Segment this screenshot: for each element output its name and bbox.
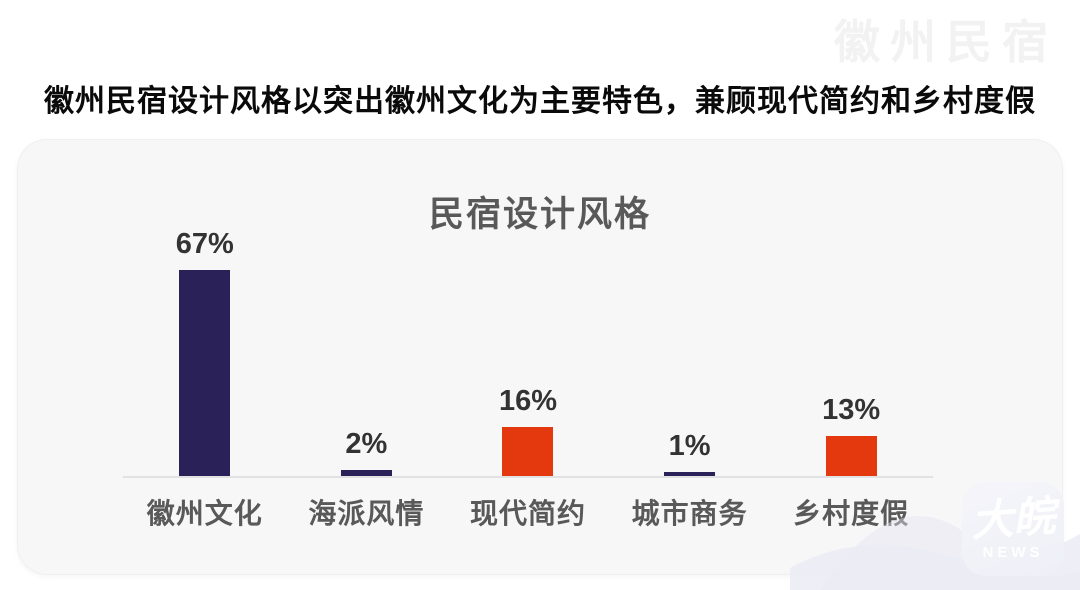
category-label: 现代简约 [469, 498, 586, 529]
category-labels: 徽州文化 海派风情 现代简约 城市商务 乡村度假 [124, 492, 932, 532]
bar-value-label: 13% [822, 394, 881, 426]
bar-value-label: 1% [668, 430, 711, 462]
news-logo-subtext: NEWS [982, 543, 1044, 561]
bar [340, 470, 392, 476]
bar-value-label: 16% [498, 385, 557, 417]
news-logo-text: 大皖 [969, 490, 1057, 546]
chart-card: 民宿设计风格 67% 2% 16% 1% 13% 徽州文化 海派风情 现代简约 城市商务 乡村度… [17, 139, 1063, 575]
bar-value-label: 67% [175, 228, 234, 260]
bar [179, 270, 231, 476]
bar-column: 2% [286, 226, 448, 476]
bar [502, 427, 554, 476]
page-title: 徽州民宿设计风格以突出徽州文化为主要特色，兼顾现代简约和乡村度假 [44, 85, 1036, 118]
news-logo-badge: 大皖 NEWS [962, 482, 1064, 576]
bar-chart-plot: 67% 2% 16% 1% 13% [124, 226, 932, 476]
bar-column: 13% [770, 226, 932, 476]
brand-watermark-text: 徽州民宿 [834, 16, 1058, 68]
bar [825, 436, 877, 476]
x-axis-line [123, 476, 933, 478]
category-label: 城市商务 [631, 498, 748, 529]
bar [664, 472, 716, 476]
bar-column: 16% [447, 226, 609, 476]
category-label: 徽州文化 [146, 498, 263, 529]
category-label: 乡村度假 [793, 498, 910, 529]
bar-column: 1% [609, 226, 771, 476]
category-label: 海派风情 [308, 498, 425, 529]
bar-value-label: 2% [345, 428, 388, 460]
chart-title: 民宿设计风格 [428, 195, 651, 234]
bar-column: 67% [124, 226, 286, 476]
